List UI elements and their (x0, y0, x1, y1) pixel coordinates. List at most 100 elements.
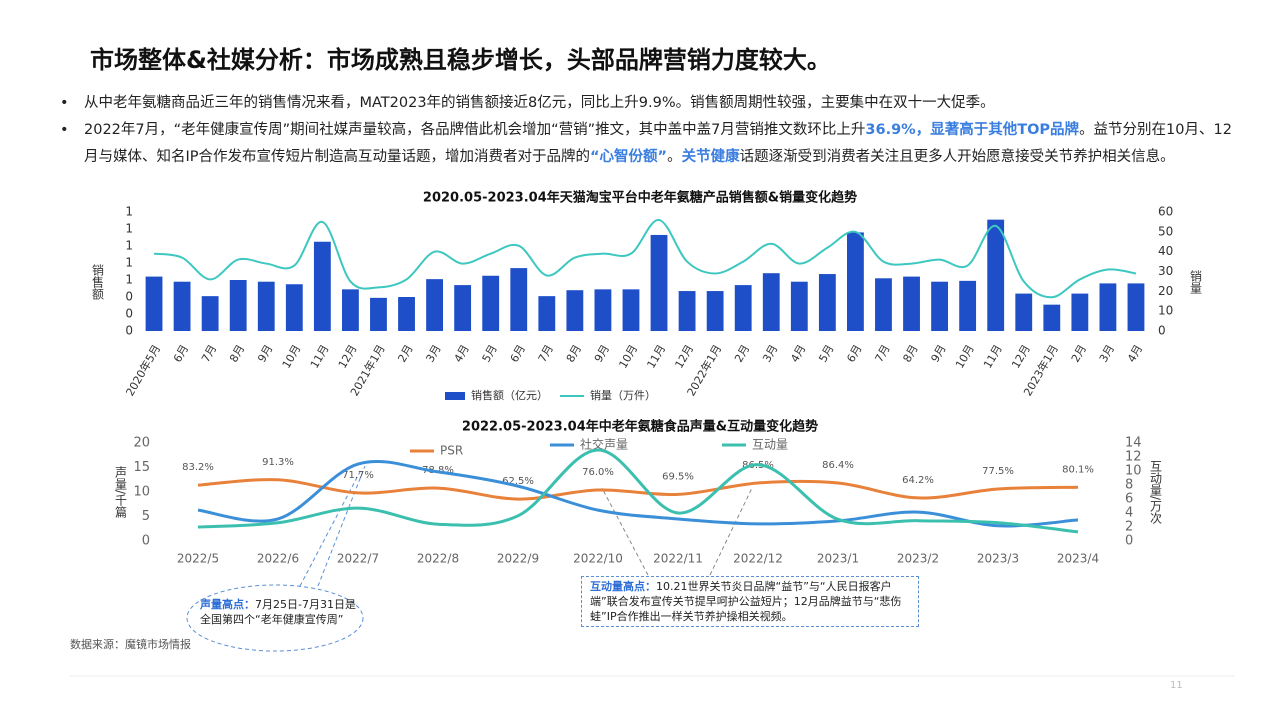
y-tick-label: 0 (125, 324, 133, 338)
bullet-text: 2022年7月，“老年健康宣传周”期间社媒声量较高，各品牌借此机会增加“营销”推… (84, 122, 866, 138)
y-tick-label: 1 (125, 205, 133, 219)
x-tick-label: 2022/6 (257, 552, 299, 566)
bullet: 2022年7月，“老年健康宣传周”期间社媒声量较高，各品牌借此机会增加“营销”推… (60, 117, 1235, 171)
bullet-text: 从中老年氨糖商品近三年的销售情况来看，MAT2023年的销售额接近8亿元，同比上… (84, 95, 995, 111)
bar (173, 281, 191, 331)
bar (734, 285, 752, 331)
bullet: 从中老年氨糖商品近三年的销售情况来看，MAT2023年的销售额接近8亿元，同比上… (60, 90, 1235, 117)
data-label: 62.5% (502, 476, 534, 487)
y2-tick-label: 8 (1125, 478, 1133, 493)
x-tick-label: 3月 (1097, 343, 1117, 365)
x-tick-label: 2023/3 (977, 552, 1019, 566)
bar (903, 276, 920, 331)
x-tick-label: 2023/4 (1057, 552, 1099, 566)
bar (398, 297, 415, 331)
y2-tick-label: 50 (1158, 224, 1173, 238)
line (197, 478, 1079, 501)
data-label: 91.3% (262, 457, 294, 468)
y2-tick-label: 0 (1125, 534, 1133, 549)
bar (987, 219, 1005, 331)
data-label: 69.5% (662, 471, 694, 482)
line (197, 460, 1079, 528)
slide-title: 市场整体&社媒分析：市场成熟且稳步增长，头部品牌营销力度较大。 (90, 46, 831, 74)
x-tick-label: 2月 (395, 343, 415, 365)
x-tick-label: 3月 (424, 343, 444, 365)
data-label: 76.0% (582, 467, 614, 478)
y2-tick-label: 4 (1125, 506, 1133, 521)
y2-tick-label: 10 (1125, 464, 1142, 479)
y-tick-label: 1 (125, 239, 133, 253)
bar (538, 296, 556, 331)
legend-swatch (445, 392, 465, 400)
x-tick-label: 10月 (953, 343, 977, 371)
x-tick-label: 8月 (900, 343, 920, 365)
bar (510, 268, 528, 331)
x-tick-label: 2月 (732, 343, 752, 365)
bar (1127, 283, 1145, 331)
bar (959, 280, 977, 331)
x-tick-label: 2023/1 (817, 552, 859, 566)
bar (145, 276, 163, 331)
bar (229, 280, 247, 331)
y2-tick-label: 2 (1125, 520, 1133, 535)
annotation-label: 声量高点： (200, 598, 255, 611)
x-tick-label: 2022/8 (417, 552, 459, 566)
x-tick-label: 11月 (644, 343, 668, 371)
x-tick-label: 2月 (1069, 343, 1089, 365)
x-tick-label: 2022/5 (177, 552, 219, 566)
x-tick-label: 12月 (673, 343, 697, 371)
bar (818, 274, 836, 331)
y2-tick-label: 20 (1158, 284, 1173, 298)
y2-tick-label: 12 (1125, 450, 1142, 465)
y-tick-label: 0 (125, 307, 133, 321)
legend-label: PSR (440, 444, 463, 458)
line (197, 448, 1079, 534)
y2-tick-label: 40 (1158, 244, 1173, 258)
bar (1043, 304, 1061, 331)
bar (285, 284, 303, 331)
bar (482, 275, 500, 331)
data-label: 71.7% (342, 470, 374, 481)
annotation: 互动量高点：10.21世界关节炎日品牌“益节”与“人民日报客户端”联合发布宣传关… (581, 576, 919, 627)
data-label: 64.2% (902, 475, 934, 486)
callout-arrow (317, 465, 366, 587)
x-tick-label: 2022/7 (337, 552, 379, 566)
x-tick-label: 2022/10 (573, 552, 623, 566)
bar (1015, 293, 1033, 331)
bullet-text: “心智份额” (590, 149, 668, 165)
x-tick-label: 9月 (255, 343, 275, 365)
y-tick-label: 0 (125, 290, 133, 304)
bar (370, 297, 387, 331)
y-axis-label: 销售额 (91, 264, 105, 301)
x-tick-label: 7月 (199, 343, 219, 365)
bar (1071, 293, 1089, 331)
x-tick-label: 8月 (564, 343, 584, 365)
chart-title: 2022.05-2023.04年中老年氨糖食品声量&互动量变化趋势 (462, 419, 818, 435)
x-tick-label: 8月 (227, 343, 247, 365)
bar (931, 281, 948, 331)
x-tick-label: 6月 (171, 343, 191, 365)
y2-tick-label: 14 (1125, 436, 1142, 451)
bullet-text: 36.9%，显著高于其他TOP品牌 (865, 122, 1080, 138)
x-tick-label: 12月 (1009, 343, 1033, 371)
y-tick-label: 15 (133, 460, 150, 475)
y2-tick-label: 6 (1125, 492, 1133, 507)
x-tick-label: 5月 (480, 343, 500, 365)
x-tick-label: 9月 (592, 343, 612, 365)
bullet-text: 关节健康 (681, 149, 740, 165)
data-label: 83.2% (182, 462, 214, 473)
bar (426, 279, 443, 331)
bullet-text: 。 (667, 149, 682, 165)
bar (790, 281, 808, 331)
y2-tick-label: 60 (1158, 205, 1173, 219)
bullet-list: 从中老年氨糖商品近三年的销售情况来看，MAT2023年的销售额接近8亿元，同比上… (60, 90, 1235, 171)
y-tick-label: 10 (133, 485, 150, 500)
x-tick-label: 4月 (1125, 343, 1145, 365)
x-tick-label: 12月 (336, 343, 360, 371)
x-tick-label: 2022/12 (733, 552, 783, 566)
y2-tick-label: 30 (1158, 264, 1173, 278)
x-tick-label: 2023/2 (897, 552, 939, 566)
legend-label: 销售额（亿元） (471, 388, 548, 402)
